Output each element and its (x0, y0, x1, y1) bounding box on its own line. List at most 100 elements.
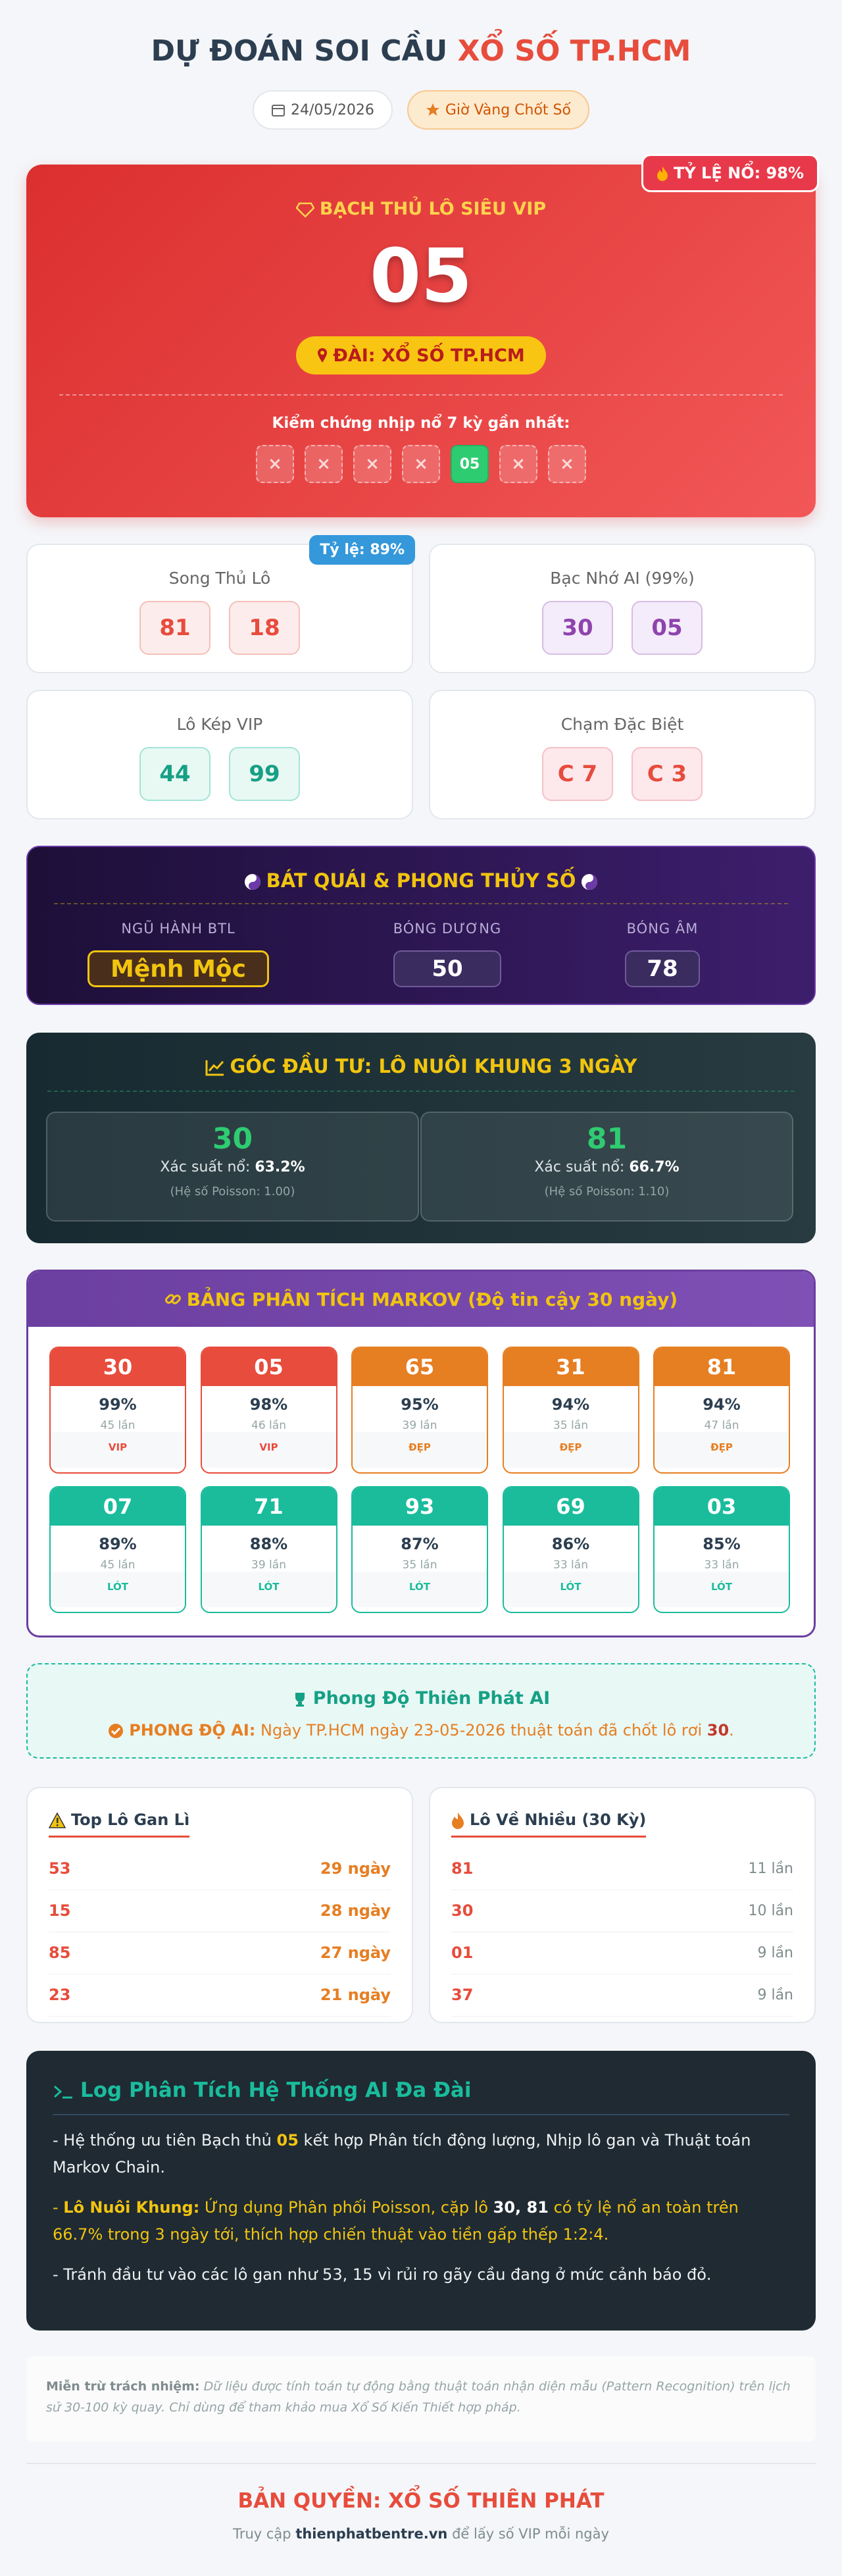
label: BẠCH THỦ LÔ SIÊU VIP (319, 199, 547, 219)
markov-count: 39 lần (402, 1419, 437, 1432)
hero: TỶ LỆ NỔ: 98% BẠCH THỦ LÔ SIÊU VIP 05 ĐÀ… (26, 154, 819, 517)
card-numbers: 44 99 (28, 747, 412, 801)
trophy-icon (295, 1692, 305, 1707)
gan-number: 85 (49, 1944, 71, 1962)
invest-note: (Hệ số Poisson: 1.10) (544, 1185, 670, 1198)
markov-percent: 98% (249, 1395, 288, 1414)
markov-number: 93 (353, 1487, 487, 1526)
card-numbers: 81 18 (28, 601, 412, 655)
markov-number: 69 (503, 1487, 638, 1526)
markov-number: 31 (503, 1348, 638, 1386)
gan-number: 53 (49, 1859, 71, 1878)
log-segment: 30, 81 (493, 2198, 549, 2217)
divider (54, 903, 788, 904)
form-highlight: 30 (706, 1721, 730, 1739)
markov-count: 45 lần (100, 1419, 136, 1432)
disclaimer-text: Dữ liệu được tính toán tự động bằng thuậ… (46, 2379, 791, 2415)
invest-number: 81 (586, 1122, 628, 1156)
markov-percent: 94% (703, 1395, 741, 1414)
yin-yang-icon (244, 874, 260, 890)
bq-value: 50 (393, 950, 501, 987)
gem-icon (295, 202, 314, 218)
history: × × × × 05 × × (26, 445, 816, 483)
divider (47, 1091, 795, 1092)
card-number: C 7 (542, 747, 613, 801)
log-segment: - Hệ thống ưu tiên Bạch thủ (53, 2131, 277, 2150)
hero-label: BẠCH THỦ LÔ SIÊU VIP (26, 199, 816, 219)
log-body: - Hệ thống ưu tiên Bạch thủ 05 kết hợp P… (53, 2127, 789, 2288)
gan-value: 27 ngày (320, 1944, 391, 1962)
card-number: 05 (632, 601, 703, 655)
log-segment: có tỷ lệ nổ an toàn trên 66.7% trong 3 n… (53, 2198, 739, 2244)
markov-card: 65 95% 39 lần ĐẸP (351, 1347, 488, 1474)
copyright: BẢN QUYỀN: XỔ SỐ THIÊN PHÁT (237, 2489, 605, 2513)
date: 24/05/2026 (291, 101, 374, 118)
markov-percent: 85% (703, 1535, 741, 1553)
site-link[interactable]: thienphatbentre.vn (295, 2526, 448, 2542)
hero-number: 05 (370, 234, 472, 319)
history-miss: × (256, 445, 294, 483)
form-title: Phong Độ Thiên Phát AI (28, 1688, 814, 1709)
hot-value: 9 lần (757, 1944, 793, 1961)
title-highlight: XỔ SỐ TP.HCM (457, 34, 691, 68)
prob-label: Xác suất nổ: (160, 1159, 251, 1175)
history-miss: × (499, 445, 537, 483)
markov-tag: LÓT (51, 1572, 185, 1607)
cards: Tỷ lệ: 89% Song Thủ Lô 81 18 Bạc Nhớ AI (… (26, 535, 816, 820)
form-line: PHONG ĐỘ AI: Ngày TP.HCM ngày 23-05-2026… (28, 1721, 814, 1739)
history-hit: 05 (451, 445, 489, 483)
invest-title: GÓC ĐẦU TƯ: LÔ NUÔI KHUNG 3 NGÀY (26, 1055, 816, 1077)
markov-percent: 95% (401, 1395, 439, 1414)
bat-quai-title: BÁT QUÁI & PHONG THỦY SỐ (28, 869, 814, 892)
log-segment: - (53, 2198, 64, 2217)
title: Phong Độ Thiên Phát AI (312, 1688, 551, 1709)
card-number: 30 (542, 601, 613, 655)
markov-tag: LÓT (353, 1572, 487, 1607)
log-segment: 05 (276, 2131, 299, 2150)
markov-count: 45 lần (100, 1558, 136, 1572)
markov-card: 93 87% 35 lần LÓT (351, 1486, 488, 1613)
card: Tỷ lệ: 89% Song Thủ Lô 81 18 (26, 535, 415, 673)
badge-pill: Giờ Vàng Chốt Số (407, 90, 589, 130)
divider (59, 394, 783, 396)
log-segment: kết hợp Phân tích động lượng, Nhịp lô ga… (53, 2131, 751, 2177)
markov-header: BẢNG PHÂN TÍCH MARKOV (Độ tin cậy 30 ngà… (28, 1272, 814, 1327)
card-numbers: C 7 C 3 (430, 747, 814, 801)
header: DỰ ĐOÁN SOI CẦU XỔ SỐ TP.HCM 24/05/2026 … (26, 0, 816, 158)
bq-label: NGŨ HÀNH BTL (121, 921, 235, 937)
gan-row: 15 28 ngày (49, 1890, 391, 1932)
hot-number: 30 (451, 1901, 474, 1920)
markov-card: 71 88% 39 lần LÓT (200, 1486, 337, 1613)
markov-number: 65 (353, 1348, 487, 1386)
history-title: Kiểm chứng nhịp nổ 7 kỳ gần nhất: (272, 415, 570, 432)
hot-row: 30 10 lần (451, 1890, 793, 1932)
markov-card: 69 86% 33 lần LÓT (502, 1486, 639, 1613)
markov-tag: ĐẸP (503, 1432, 638, 1468)
flame-icon (452, 1813, 464, 1829)
markov-percent: 89% (99, 1535, 137, 1553)
markov-number: 30 (51, 1348, 185, 1386)
card-title: Song Thủ Lô (168, 569, 271, 588)
invest-number: 30 (212, 1122, 253, 1156)
form: Phong Độ Thiên Phát AI PHONG ĐỘ AI: Ngày… (26, 1663, 816, 1759)
markov-percent: 94% (551, 1395, 590, 1414)
markov-tag: VIP (51, 1432, 185, 1468)
bq-value: 78 (625, 950, 700, 987)
bq-label: BÓNG ÂM (626, 921, 699, 937)
hot-number: 37 (451, 1986, 474, 2004)
link-icon (164, 1294, 181, 1304)
markov-card: 05 98% 46 lần VIP (200, 1347, 337, 1474)
gan-value: 29 ngày (320, 1859, 391, 1878)
hot-value: 9 lần (757, 1986, 793, 2003)
markov-number: 07 (51, 1487, 185, 1526)
disclaimer-label: Miễn trừ trách nhiệm: (46, 2379, 200, 2394)
log-segment: Lô Nuôi Khung: (63, 2198, 200, 2217)
markov-tag: LÓT (655, 1572, 789, 1607)
rate-text: TỶ LỆ NỔ: 98% (673, 164, 804, 182)
visit-suffix: để lấy số VIP mỗi ngày (452, 2526, 609, 2542)
markov-count: 33 lần (704, 1558, 739, 1572)
markov-card: 07 89% 45 lần LÓT (49, 1486, 186, 1613)
markov-number: 81 (655, 1348, 789, 1386)
gan-row: 85 27 ngày (49, 1932, 391, 1974)
